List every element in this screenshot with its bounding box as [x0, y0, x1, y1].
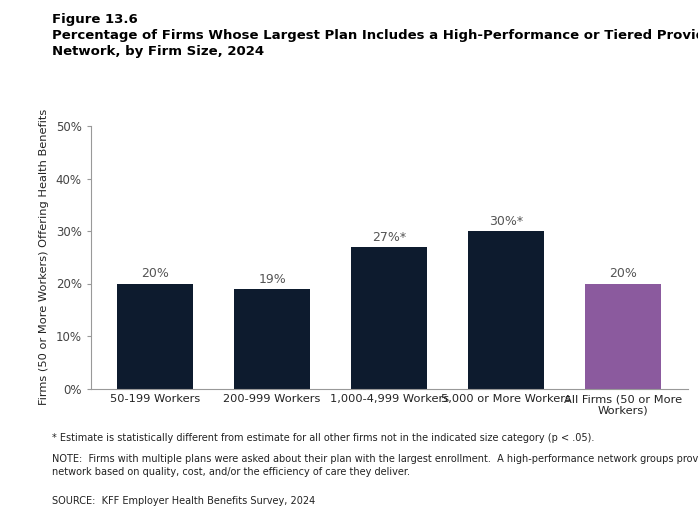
Text: 27%*: 27%* [372, 230, 406, 244]
Text: 19%: 19% [258, 272, 286, 286]
Text: 20%: 20% [609, 267, 637, 280]
Bar [351, 247, 427, 388]
Bar [468, 231, 544, 388]
Text: 30%*: 30%* [489, 215, 524, 228]
Bar [117, 284, 193, 388]
Text: SOURCE:  KFF Employer Health Benefits Survey, 2024: SOURCE: KFF Employer Health Benefits Sur… [52, 496, 315, 506]
Bar [585, 284, 661, 388]
Y-axis label: Firms (50 or More Workers) Offering Health Benefits: Firms (50 or More Workers) Offering Heal… [39, 109, 49, 405]
Text: * Estimate is statistically different from estimate for all other firms not in t: * Estimate is statistically different fr… [52, 433, 595, 443]
Text: Figure 13.6: Figure 13.6 [52, 13, 138, 26]
Text: NOTE:  Firms with multiple plans were asked about their plan with the largest en: NOTE: Firms with multiple plans were ask… [52, 454, 698, 477]
Bar [234, 289, 310, 388]
Text: 20%: 20% [141, 267, 169, 280]
Text: Percentage of Firms Whose Largest Plan Includes a High-Performance or Tiered Pro: Percentage of Firms Whose Largest Plan I… [52, 29, 698, 58]
